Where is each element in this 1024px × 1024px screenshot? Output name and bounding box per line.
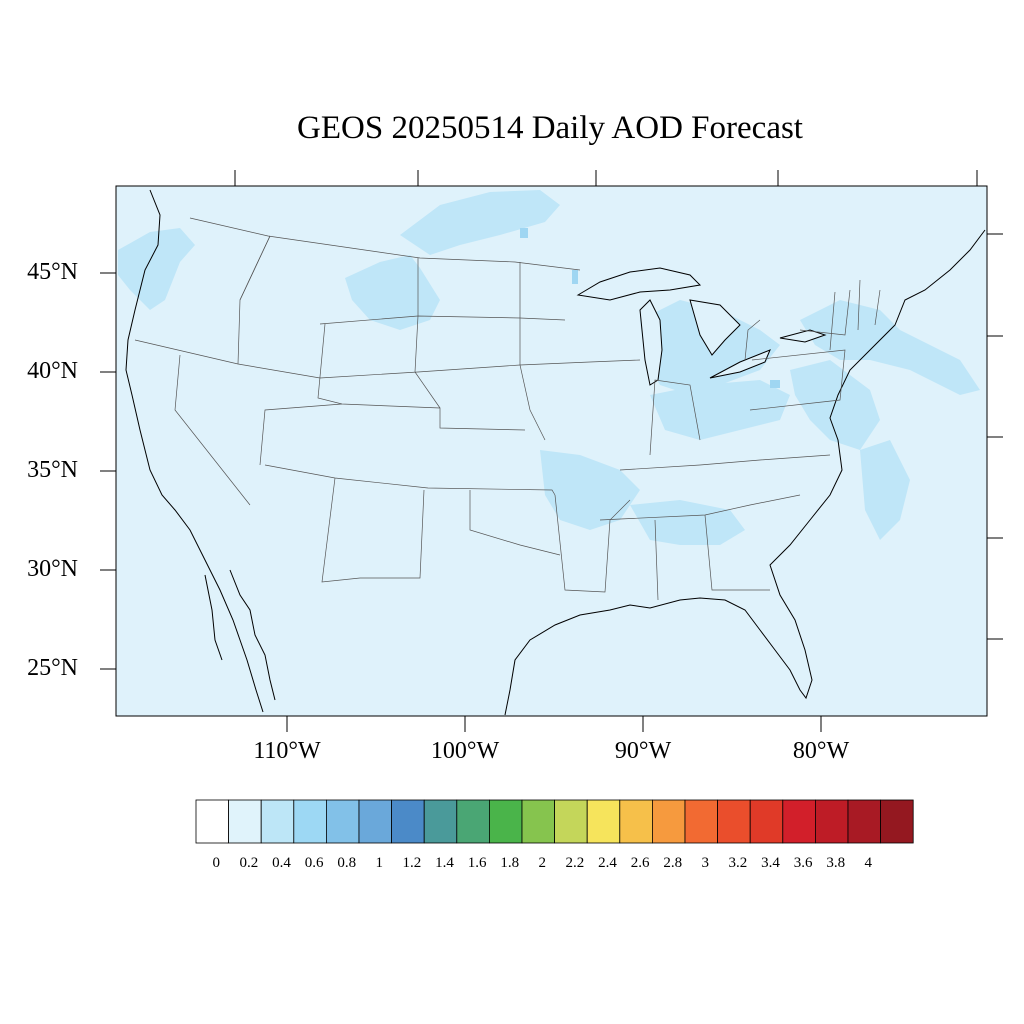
lake-michigan bbox=[639, 299, 663, 386]
colorbar-label-13: 2.6 bbox=[630, 855, 650, 871]
colorbar-swatch-16 bbox=[717, 799, 751, 844]
colorbar-swatch-5 bbox=[358, 799, 392, 844]
colorbar bbox=[195, 799, 914, 844]
colorbar-swatch-8 bbox=[456, 799, 490, 844]
colorbar-label-4: 0.8 bbox=[337, 855, 357, 871]
aod-region-northeast bbox=[800, 300, 980, 395]
colorbar-swatch-3 bbox=[293, 799, 327, 844]
colorbar-label-8: 1.6 bbox=[467, 855, 487, 871]
colorbar-swatch-9 bbox=[488, 799, 523, 844]
colorbar-swatch-18 bbox=[782, 799, 816, 844]
colorbar-swatch-19 bbox=[815, 799, 849, 844]
colorbar-label-19: 3.8 bbox=[826, 855, 846, 871]
colorbar-swatch-21 bbox=[880, 799, 914, 844]
great-lakes bbox=[576, 267, 827, 386]
map-title: GEOS 20250514 Daily AOD Forecast bbox=[297, 110, 803, 146]
colorbar-swatch-4 bbox=[325, 799, 360, 844]
colorbar-swatch-10 bbox=[521, 799, 555, 844]
colorbar-label-6: 1.2 bbox=[402, 855, 422, 871]
colorbar-swatch-11 bbox=[554, 799, 588, 844]
aod-peak-regions bbox=[520, 228, 780, 388]
aod-region-northwest bbox=[118, 228, 195, 310]
map-frame bbox=[115, 185, 988, 717]
colorbar-label-20: 4 bbox=[864, 855, 873, 871]
aod-region-deep-south bbox=[630, 500, 745, 545]
colorbar-swatch-0 bbox=[195, 799, 229, 844]
lat-label-30: 30°N bbox=[27, 556, 78, 582]
colorbar-swatch-12 bbox=[586, 799, 621, 844]
lon-label-90w: 90°W bbox=[614, 738, 672, 764]
lake-erie bbox=[709, 349, 771, 379]
aod-region-arkansas bbox=[540, 450, 640, 530]
aod-region-ohio bbox=[650, 380, 790, 440]
colorbar-label-12: 2.4 bbox=[598, 855, 617, 871]
colorbar-label-9: 1.8 bbox=[500, 855, 520, 871]
colorbar-swatch-6 bbox=[391, 799, 425, 844]
lake-superior bbox=[576, 267, 702, 301]
map-ticks bbox=[100, 170, 1003, 732]
lat-label-35: 35°N bbox=[27, 457, 78, 483]
aod-region-montana bbox=[345, 255, 440, 330]
colorbar-label-2: 0.4 bbox=[272, 855, 291, 871]
colorbar-swatch-13 bbox=[619, 799, 653, 844]
colorbar-swatch-7 bbox=[423, 799, 458, 844]
mexico-coastline bbox=[204, 569, 276, 701]
us-coastline bbox=[125, 189, 986, 716]
aod-region-canada-plume bbox=[400, 190, 560, 255]
colorbar-label-11: 2.2 bbox=[565, 855, 585, 871]
colorbar-label-17: 3.4 bbox=[761, 855, 780, 871]
aod-elevated-regions bbox=[118, 190, 980, 545]
colorbar-label-7: 1.4 bbox=[435, 855, 454, 871]
colorbar-swatch-20 bbox=[847, 799, 881, 844]
colorbar-label-1: 0.2 bbox=[239, 855, 259, 871]
lake-huron bbox=[689, 299, 741, 356]
lat-label-25: 25°N bbox=[27, 655, 78, 681]
lake-ontario bbox=[779, 329, 827, 343]
colorbar-swatch-14 bbox=[652, 799, 686, 844]
colorbar-label-18: 3.6 bbox=[793, 855, 813, 871]
colorbar-label-3: 0.6 bbox=[304, 855, 324, 871]
colorbar-label-14: 2.8 bbox=[663, 855, 683, 871]
lat-label-45: 45°N bbox=[27, 259, 78, 285]
colorbar-swatch-2 bbox=[260, 799, 295, 844]
state-boundaries bbox=[134, 217, 881, 601]
lon-label-110w: 110°W bbox=[253, 738, 321, 764]
aod-region-atlantic bbox=[860, 440, 910, 540]
colorbar-label-10: 2 bbox=[538, 855, 547, 871]
map-background bbox=[116, 186, 987, 716]
lat-label-40: 40°N bbox=[27, 358, 78, 384]
colorbar-swatch-1 bbox=[228, 799, 262, 844]
lon-label-100w: 100°W bbox=[430, 738, 500, 764]
colorbar-label-5: 1 bbox=[375, 855, 384, 871]
colorbar-swatch-15 bbox=[684, 799, 718, 844]
lon-label-80w: 80°W bbox=[792, 738, 850, 764]
colorbar-label-15: 3 bbox=[701, 855, 710, 871]
colorbar-label-0: 0 bbox=[212, 855, 221, 871]
colorbar-swatch-17 bbox=[749, 799, 784, 844]
colorbar-label-16: 3.2 bbox=[728, 855, 748, 871]
